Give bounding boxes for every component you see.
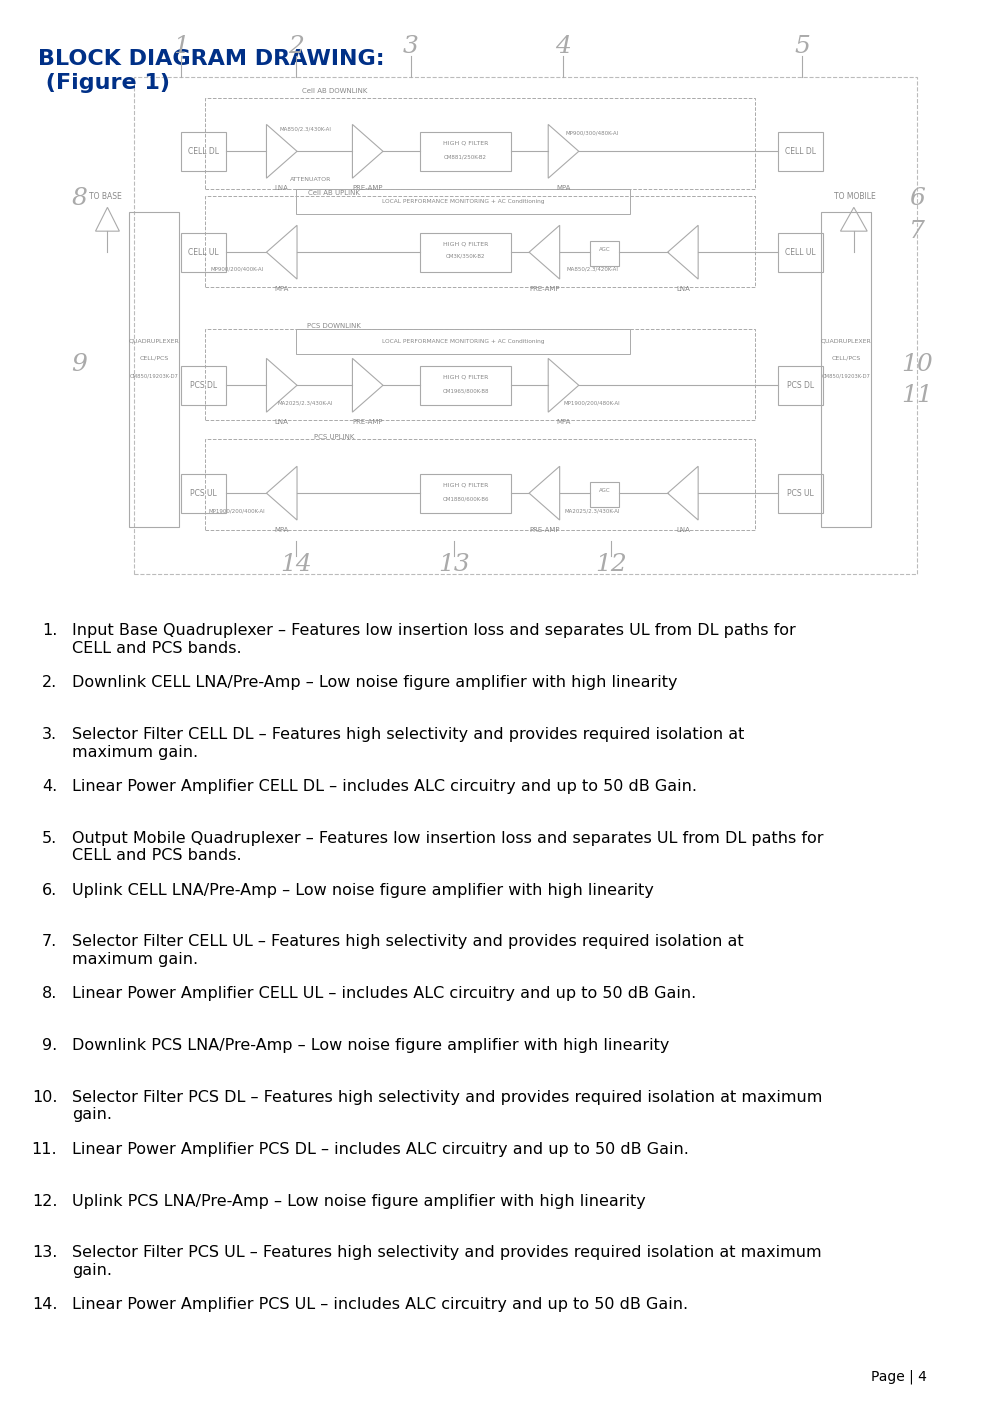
Text: CELL DL: CELL DL [188,147,220,156]
Text: MA850/2.3/420K-AI: MA850/2.3/420K-AI [567,266,618,272]
Text: 8.: 8. [42,986,58,1002]
Text: Uplink CELL LNA/Pre-Amp – Low noise figure amplifier with high linearity: Uplink CELL LNA/Pre-Amp – Low noise figu… [72,883,653,898]
Text: TO MOBILE: TO MOBILE [834,192,876,200]
Text: 6.: 6. [42,883,58,898]
Text: 3.: 3. [42,727,58,743]
Text: 1.: 1. [42,623,58,639]
Text: 10.: 10. [32,1090,58,1105]
Text: 2.: 2. [42,675,58,691]
Text: 4: 4 [556,35,572,57]
Text: 14.: 14. [32,1297,58,1313]
Text: MA850/2.3/430K-AI: MA850/2.3/430K-AI [279,126,332,132]
Text: PRE-AMP: PRE-AMP [529,527,560,532]
Text: Page | 4: Page | 4 [871,1370,926,1384]
Text: MPA: MPA [274,286,289,291]
Text: LNA: LNA [676,527,690,532]
Text: Selector Filter CELL UL – Features high selectivity and provides required isolat: Selector Filter CELL UL – Features high … [72,934,744,967]
Text: HIGH Q FILTER: HIGH Q FILTER [443,140,488,146]
Text: PRE-AMP: PRE-AMP [353,185,383,191]
Text: 2: 2 [288,35,304,57]
Text: PCS UL: PCS UL [787,489,814,497]
Text: CM850/19203K-D7: CM850/19203K-D7 [129,374,178,378]
Text: AGC: AGC [598,247,610,252]
Text: AGC: AGC [598,488,610,493]
Text: 4.: 4. [42,779,58,794]
Text: 5: 5 [794,35,810,57]
Text: Selector Filter PCS DL – Features high selectivity and provides required isolati: Selector Filter PCS DL – Features high s… [72,1090,822,1122]
Text: LOCAL PERFORMANCE MONITORING + AC Conditioning: LOCAL PERFORMANCE MONITORING + AC Condit… [382,199,545,205]
Text: HIGH Q FILTER: HIGH Q FILTER [443,241,488,247]
Text: 5.: 5. [42,831,58,846]
Text: Downlink CELL LNA/Pre-Amp – Low noise figure amplifier with high linearity: Downlink CELL LNA/Pre-Amp – Low noise fi… [72,675,677,691]
Text: MA2025/2.3/430K-AI: MA2025/2.3/430K-AI [565,509,620,514]
Text: LNA: LNA [274,419,288,425]
Text: CELL/PCS: CELL/PCS [832,356,861,360]
Text: 7.: 7. [42,934,58,950]
Text: MP900/200/400K-AI: MP900/200/400K-AI [211,266,263,272]
Text: TO BASE: TO BASE [88,192,121,200]
Text: 13.: 13. [32,1245,58,1261]
Text: 8: 8 [72,188,87,210]
Text: MPA: MPA [557,185,571,191]
Text: Linear Power Amplifier PCS UL – includes ALC circuitry and up to 50 dB Gain.: Linear Power Amplifier PCS UL – includes… [72,1297,688,1313]
Text: MP1900/200/480K-AI: MP1900/200/480K-AI [564,401,620,406]
Text: LNA: LNA [274,185,288,191]
Text: HIGH Q FILTER: HIGH Q FILTER [443,482,488,488]
Text: PCS DL: PCS DL [787,381,814,389]
Text: MA2025/2.3/430K-AI: MA2025/2.3/430K-AI [278,401,333,406]
Text: BLOCK DIAGRAM DRAWING:: BLOCK DIAGRAM DRAWING: [38,49,385,69]
Text: MPA: MPA [274,527,289,532]
Text: 11.: 11. [32,1142,58,1157]
Text: LOCAL PERFORMANCE MONITORING + AC Conditioning: LOCAL PERFORMANCE MONITORING + AC Condit… [382,339,545,345]
Text: CM1965/800K-B8: CM1965/800K-B8 [442,388,489,394]
Text: 12: 12 [595,553,627,576]
Text: PRE-AMP: PRE-AMP [353,419,383,425]
Text: Cell AB DOWNLINK: Cell AB DOWNLINK [301,88,367,94]
Text: CELL DL: CELL DL [785,147,816,156]
Text: PCS UPLINK: PCS UPLINK [314,434,355,440]
Text: QUADRUPLEXER: QUADRUPLEXER [128,339,179,343]
Text: PRE-AMP: PRE-AMP [529,286,560,291]
Text: QUADRUPLEXER: QUADRUPLEXER [821,339,872,343]
Text: 11: 11 [901,384,932,406]
Text: PCS DOWNLINK: PCS DOWNLINK [307,324,361,329]
Text: HIGH Q FILTER: HIGH Q FILTER [443,374,488,380]
Text: MP900/300/480K-AI: MP900/300/480K-AI [566,130,619,136]
Text: MPA: MPA [557,419,571,425]
Text: 13: 13 [437,553,469,576]
Text: 12.: 12. [32,1194,58,1209]
Text: 6: 6 [909,188,924,210]
Text: LNA: LNA [676,286,690,291]
Text: 3: 3 [403,35,418,57]
Text: 1: 1 [174,35,190,57]
Text: ATTENUATOR: ATTENUATOR [289,177,331,182]
Text: MP1900/200/400K-AI: MP1900/200/400K-AI [209,509,265,514]
Text: Selector Filter PCS UL – Features high selectivity and provides required isolati: Selector Filter PCS UL – Features high s… [72,1245,821,1278]
Text: CM1880/600K-B6: CM1880/600K-B6 [442,496,489,502]
Text: Linear Power Amplifier CELL DL – includes ALC circuitry and up to 50 dB Gain.: Linear Power Amplifier CELL DL – include… [72,779,697,794]
Text: 9: 9 [72,353,87,375]
Text: Output Mobile Quadruplexer – Features low insertion loss and separates UL from D: Output Mobile Quadruplexer – Features lo… [72,831,823,863]
Text: CELL UL: CELL UL [785,248,816,256]
Text: Input Base Quadruplexer – Features low insertion loss and separates UL from DL p: Input Base Quadruplexer – Features low i… [72,623,795,656]
Text: 9.: 9. [42,1038,58,1054]
Text: CM850/19203K-D7: CM850/19203K-D7 [822,374,871,378]
Text: CELL/PCS: CELL/PCS [139,356,168,360]
Text: 7: 7 [909,220,924,242]
Text: Selector Filter CELL DL – Features high selectivity and provides required isolat: Selector Filter CELL DL – Features high … [72,727,744,759]
Text: PCS UL: PCS UL [191,489,217,497]
Text: PCS DL: PCS DL [190,381,218,389]
Text: 14: 14 [280,553,312,576]
Text: (Figure 1): (Figure 1) [38,73,170,92]
Text: 10: 10 [901,353,932,375]
Text: Linear Power Amplifier PCS DL – includes ALC circuitry and up to 50 dB Gain.: Linear Power Amplifier PCS DL – includes… [72,1142,689,1157]
Text: Downlink PCS LNA/Pre-Amp – Low noise figure amplifier with high linearity: Downlink PCS LNA/Pre-Amp – Low noise fig… [72,1038,669,1054]
Text: CM3K/350K-B2: CM3K/350K-B2 [446,254,485,259]
Text: CELL UL: CELL UL [189,248,219,256]
Text: CM881/250K-B2: CM881/250K-B2 [444,154,487,160]
Text: Cell AB UPLINK: Cell AB UPLINK [308,191,360,196]
Text: Linear Power Amplifier CELL UL – includes ALC circuitry and up to 50 dB Gain.: Linear Power Amplifier CELL UL – include… [72,986,696,1002]
Text: Uplink PCS LNA/Pre-Amp – Low noise figure amplifier with high linearity: Uplink PCS LNA/Pre-Amp – Low noise figur… [72,1194,645,1209]
